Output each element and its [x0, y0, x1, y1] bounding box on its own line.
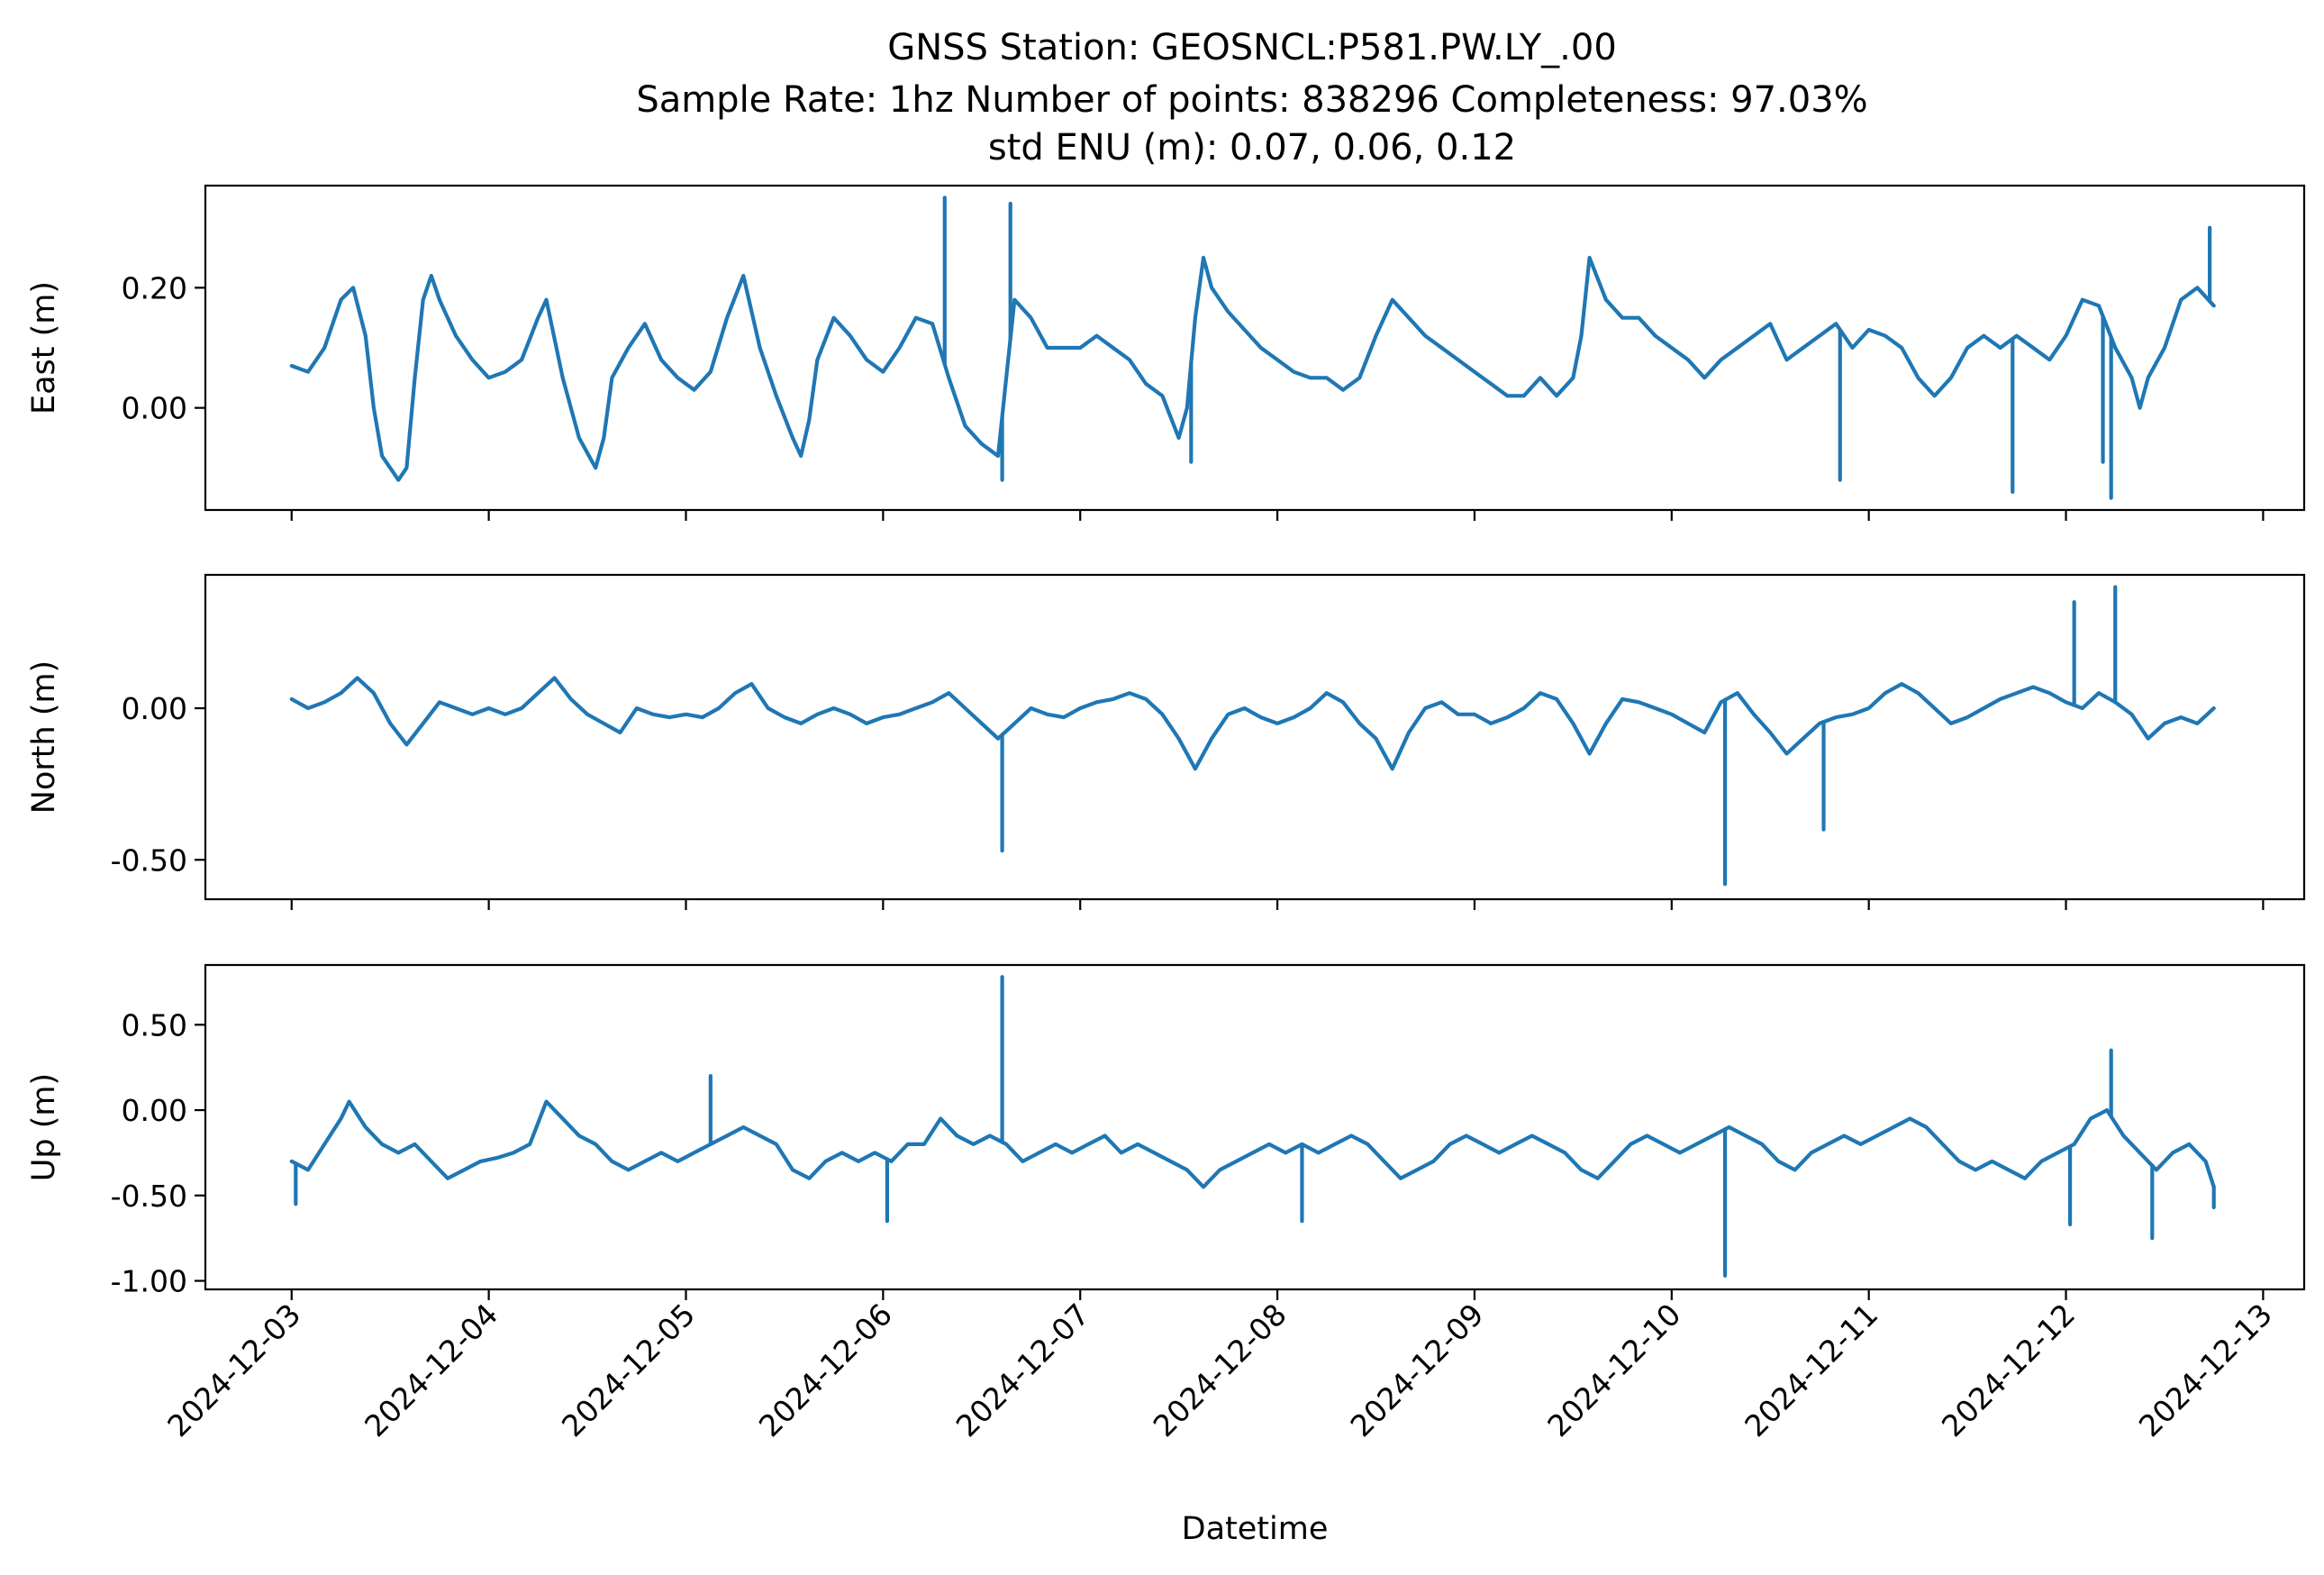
east-y-axis-label: East (m)	[26, 281, 62, 414]
up-spikes	[294, 975, 2216, 1278]
east-y-tick-label: 0.20	[122, 270, 187, 305]
up-y-tick-label: -1.00	[111, 1264, 187, 1299]
up-y-ticks: 0.50 0.00 -0.50 -1.00	[111, 1007, 205, 1299]
north-y-ticks: 0.00 -0.50	[111, 691, 205, 878]
up-y-tick-label: -0.50	[111, 1179, 187, 1214]
title-line-1: GNSS Station: GEOSNCL:P581.PW.LY_.00	[887, 27, 1617, 68]
x-axis-label: Datetime	[1182, 1511, 1329, 1547]
east-axes-frame	[204, 184, 2306, 512]
title-line-2: Sample Rate: 1hz Number of points: 83829…	[636, 79, 1867, 121]
north-subplot: 0.00 -0.50 North (m)	[26, 573, 2306, 910]
up-series-line	[289, 1099, 2216, 1189]
north-spikes	[1000, 585, 2118, 887]
east-series-line	[289, 255, 2216, 482]
east-x-ticks	[290, 510, 2265, 521]
north-y-axis-label: North (m)	[26, 660, 62, 814]
east-y-tick-label: 0.00	[122, 391, 187, 426]
north-x-ticks	[290, 899, 2265, 910]
up-subplot: 0.50 0.00 -0.50 -1.00 Up (m)	[26, 963, 2306, 1300]
east-spikes	[942, 196, 2212, 500]
up-y-axis-label: Up (m)	[26, 1073, 62, 1181]
title-line-3: std ENU (m): 0.07, 0.06, 0.12	[988, 127, 1516, 168]
north-axes-frame	[204, 573, 2306, 901]
up-y-tick-label: 0.00	[122, 1093, 187, 1128]
up-x-ticks	[290, 1289, 2265, 1300]
east-y-ticks: 0.00 0.20	[122, 270, 205, 426]
up-y-tick-label: 0.50	[122, 1007, 187, 1042]
north-y-tick-label: -0.50	[111, 842, 187, 878]
east-subplot: 0.00 0.20 East (m)	[26, 184, 2306, 521]
north-series-line	[289, 676, 2216, 771]
north-y-tick-label: 0.00	[122, 691, 187, 726]
up-axes-frame	[204, 963, 2306, 1291]
